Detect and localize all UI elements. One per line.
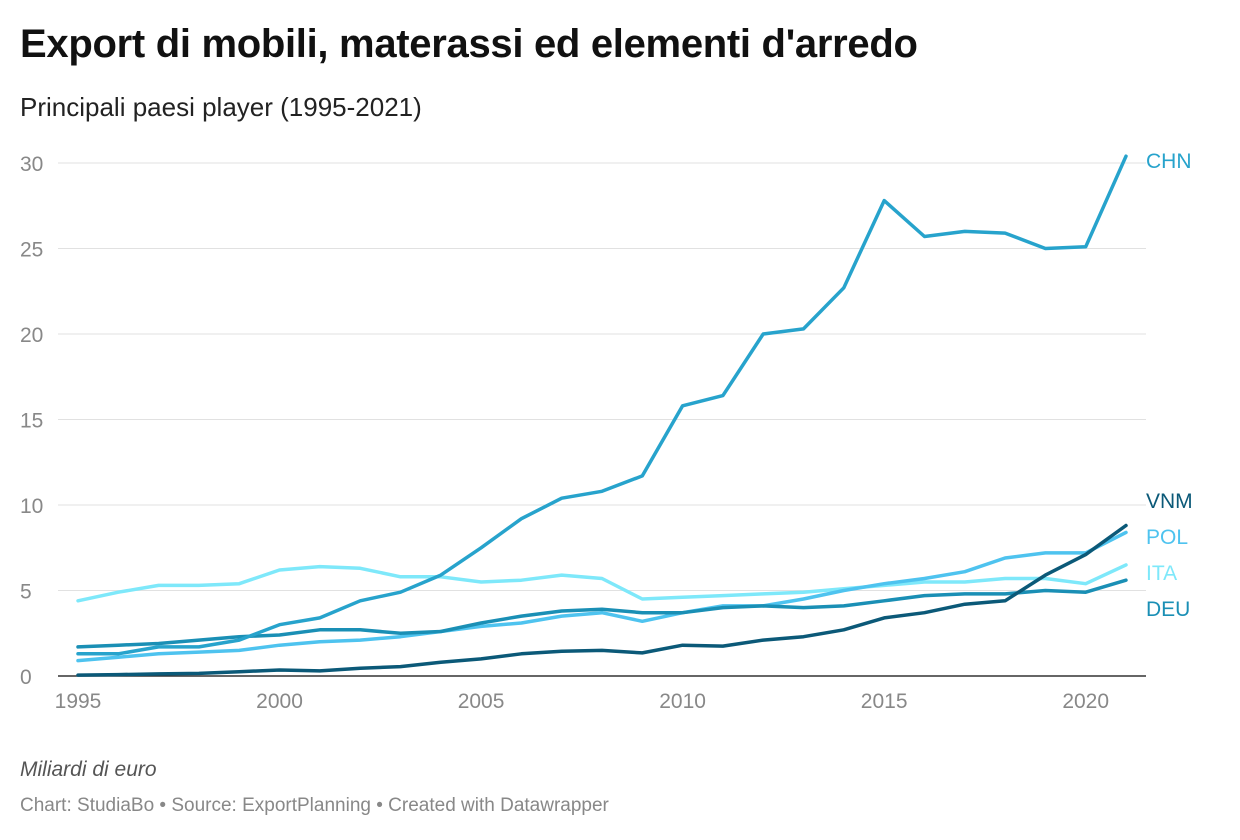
chart-subtitle: Principali paesi player (1995-2021)	[20, 92, 422, 122]
y-tick-label: 0	[20, 666, 32, 689]
line-chart: 0 5 10 15 20 25 30 1995 2000 2005 2010 2015 2020 ITA…	[20, 150, 1193, 713]
y-tick-label: 5	[20, 581, 32, 604]
x-tick-label: 2000	[256, 690, 303, 713]
x-tick-label: 2015	[861, 690, 908, 713]
series-label-vnm: VNM	[1146, 490, 1193, 513]
chart-title: Export di mobili, materassi ed elementi …	[20, 22, 918, 66]
y-tick-label: 25	[20, 239, 43, 262]
y-tick-label: 30	[20, 153, 43, 176]
x-tick-label: 2005	[458, 690, 505, 713]
chart-footer: Chart: StudiaBo • Source: ExportPlanning…	[20, 795, 609, 816]
series-label-pol: POL	[1146, 526, 1188, 549]
series-line-chn	[76, 154, 1128, 656]
series-labels: ITA POL DEU VNM CHN	[1146, 150, 1193, 621]
series-line-pol	[76, 530, 1128, 663]
series-line-ita	[76, 563, 1128, 603]
series-lines	[76, 154, 1128, 677]
unit-note: Miliardi di euro	[20, 758, 157, 781]
series-label-chn: CHN	[1146, 150, 1192, 173]
y-tick-label: 10	[20, 495, 43, 518]
axes: 0 5 10 15 20 25 30 1995 2000 2005 2010 2015 2020	[20, 153, 1109, 713]
series-label-ita: ITA	[1146, 562, 1177, 585]
y-tick-label: 20	[20, 324, 43, 347]
x-tick-label: 1995	[55, 690, 102, 713]
series-label-deu: DEU	[1146, 598, 1190, 621]
y-tick-label: 15	[20, 410, 43, 433]
x-tick-label: 2010	[659, 690, 706, 713]
x-tick-label: 2020	[1062, 690, 1109, 713]
series-line-vnm	[76, 523, 1128, 677]
gridlines	[58, 162, 1146, 677]
